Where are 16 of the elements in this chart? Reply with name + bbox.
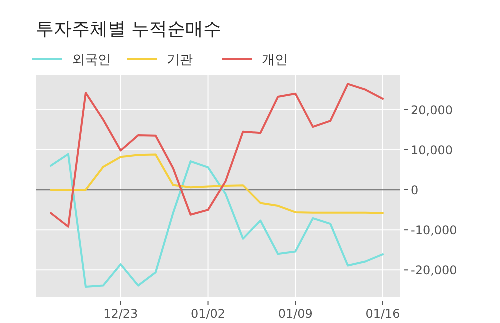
- line-series: [50, 83, 384, 228]
- y-tick-label: -20,000: [411, 264, 458, 278]
- legend-label: 개인: [262, 53, 288, 68]
- x-tick-label: 01/16: [366, 307, 400, 321]
- y-tick-label: 20,000: [411, 103, 453, 118]
- chart-title: 투자주체별 누적순매수: [36, 19, 222, 40]
- y-tick-label: -10,000: [411, 224, 458, 238]
- line-series: [50, 153, 384, 288]
- line-series: [50, 154, 384, 214]
- x-tick-label: 12/23: [104, 307, 138, 321]
- legend-label: 기관: [167, 53, 193, 68]
- x-tick-label: 01/02: [190, 307, 226, 321]
- legend-label: 외국인: [72, 53, 111, 68]
- y-tick-label: 0: [411, 184, 419, 198]
- y-tick-label: 10,000: [411, 143, 453, 158]
- x-tick-label: 01/09: [278, 307, 313, 321]
